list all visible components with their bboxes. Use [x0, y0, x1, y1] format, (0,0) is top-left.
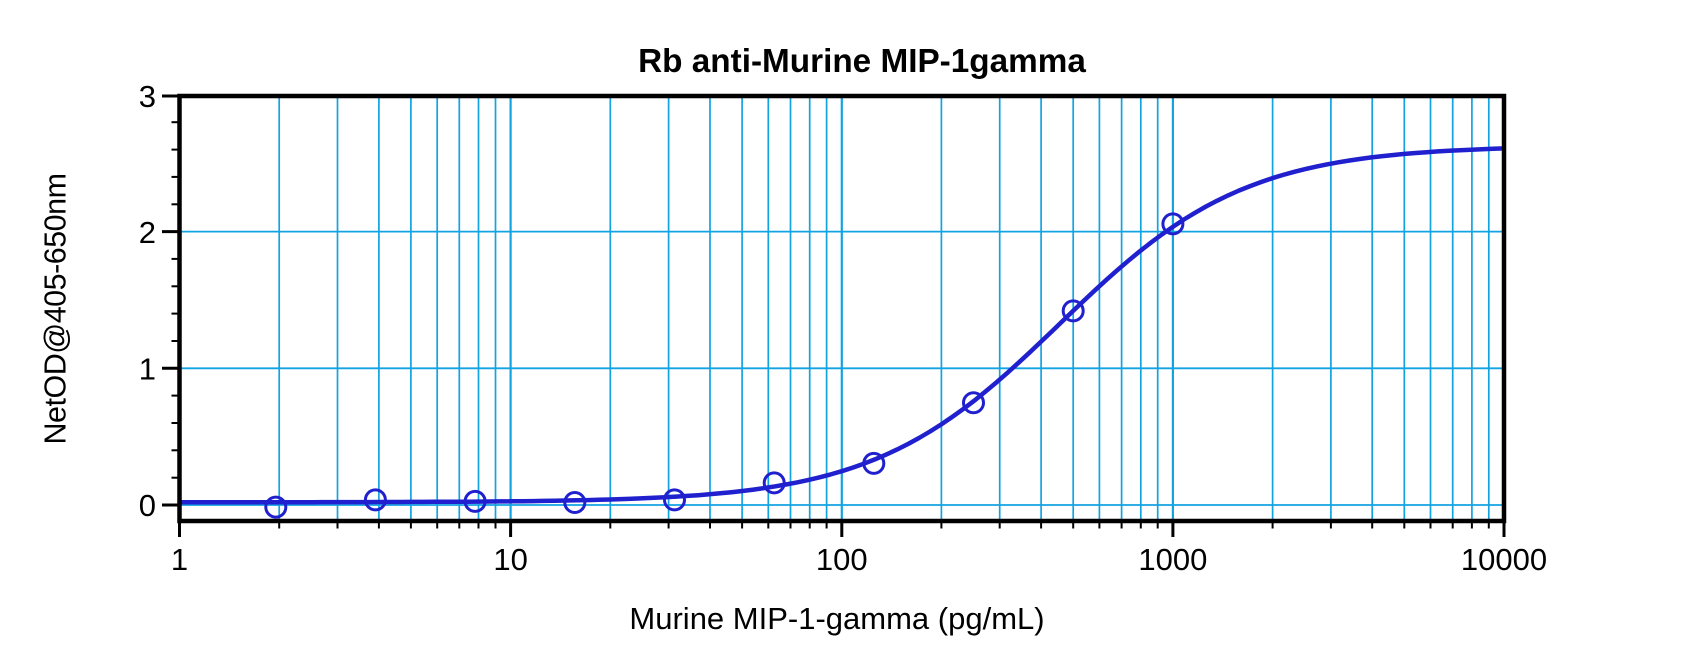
svg-text:1000: 1000	[1138, 542, 1207, 577]
svg-text:Murine MIP-1-gamma (pg/mL): Murine MIP-1-gamma (pg/mL)	[629, 601, 1044, 636]
svg-text:3: 3	[139, 79, 156, 114]
svg-text:NetOD@405-650nm: NetOD@405-650nm	[39, 174, 73, 445]
svg-text:Rb anti-Murine MIP-1gamma: Rb anti-Murine MIP-1gamma	[638, 43, 1086, 80]
svg-text:1: 1	[171, 542, 188, 577]
svg-text:10: 10	[493, 542, 527, 577]
svg-text:10000: 10000	[1461, 542, 1547, 577]
svg-text:1: 1	[139, 352, 156, 387]
svg-text:2: 2	[139, 215, 156, 250]
svg-text:0: 0	[139, 488, 156, 523]
svg-text:100: 100	[816, 542, 868, 577]
